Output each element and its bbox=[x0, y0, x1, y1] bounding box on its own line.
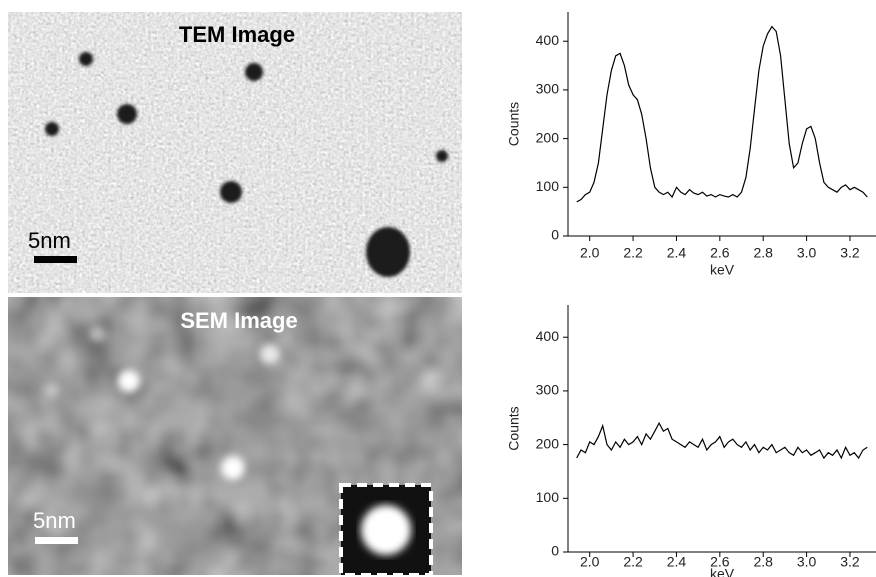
y-tick-label: 400 bbox=[536, 32, 560, 48]
x-tick-label: 2.8 bbox=[753, 245, 773, 261]
y-tick-label: 100 bbox=[536, 489, 560, 505]
scale-bar-label: 5nm bbox=[28, 228, 71, 253]
x-tick-label: 2.2 bbox=[623, 554, 643, 570]
x-tick-label: 3.2 bbox=[840, 245, 860, 261]
x-tick-label: 2.4 bbox=[667, 245, 687, 261]
page: {"panels":[{"title":"TEM Image","scale_b… bbox=[0, 0, 876, 577]
x-tick-label: 2.6 bbox=[710, 245, 730, 261]
x-tick-label: 3.0 bbox=[797, 554, 817, 570]
tem-image: TEM Image 5nm bbox=[8, 12, 462, 293]
y-tick-label: 200 bbox=[536, 129, 560, 145]
x-axis-label: keV bbox=[710, 566, 735, 577]
y-tick-label: 100 bbox=[536, 178, 560, 194]
y-tick-label: 0 bbox=[551, 227, 559, 243]
x-tick-label: 3.0 bbox=[797, 245, 817, 261]
x-tick-label: 2.0 bbox=[580, 245, 600, 261]
x-tick-label: 2.4 bbox=[667, 554, 687, 570]
x-tick-label: 2.2 bbox=[623, 245, 643, 261]
spectrum-line bbox=[577, 423, 868, 458]
x-tick-label: 2.0 bbox=[580, 554, 600, 570]
y-axis-label: Counts bbox=[506, 102, 522, 146]
figure: TEM Image 5nm SEM Image 5nm 0 100 200 300 40… bbox=[0, 0, 876, 577]
x-tick-label: 3.2 bbox=[840, 554, 860, 570]
y-tick-label: 300 bbox=[536, 81, 560, 97]
y-tick-label: 300 bbox=[536, 382, 560, 398]
panel-title: TEM Image bbox=[179, 22, 295, 47]
y-tick-label: 200 bbox=[536, 435, 560, 451]
x-tick-label: 2.8 bbox=[753, 554, 773, 570]
sem-image: SEM Image 5nm bbox=[8, 297, 462, 575]
y-tick-label: 0 bbox=[551, 543, 559, 559]
scale-bar-label: 5nm bbox=[33, 508, 76, 533]
panel-title: SEM Image bbox=[180, 308, 297, 333]
y-axis-label: Counts bbox=[506, 406, 522, 450]
y-tick-label: 400 bbox=[536, 328, 560, 344]
spectrum-line bbox=[577, 27, 868, 202]
x-axis-label: keV bbox=[710, 262, 735, 278]
